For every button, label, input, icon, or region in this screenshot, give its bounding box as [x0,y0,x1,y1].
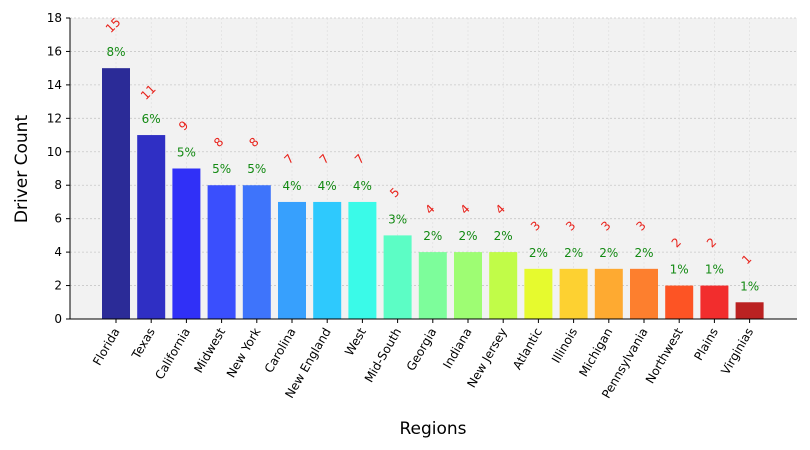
y-tick-label: 6 [54,212,62,226]
percent-label: 2% [529,246,548,260]
percent-label: 1% [705,263,724,277]
bar [489,252,518,319]
y-tick-label: 14 [47,78,62,92]
bar [454,252,482,319]
bar [348,201,377,319]
x-tick-label: Michigan [576,326,615,380]
percent-label: 1% [740,279,759,293]
bar [207,185,236,319]
x-tick-label: California [152,326,193,382]
percent-label: 2% [599,246,618,260]
y-tick-label: 12 [47,111,62,125]
y-tick-label: 0 [54,312,62,326]
percent-label: 8% [106,45,125,59]
bar [559,268,588,319]
percent-label: 2% [494,229,513,243]
bar [665,285,694,319]
bar [700,285,729,319]
bar [102,68,130,320]
percent-label: 4% [282,179,301,193]
y-tick-label: 10 [47,145,62,159]
percent-label: 4% [318,179,337,193]
percent-label: 2% [423,229,442,243]
x-tick-label: Plains [691,326,721,363]
y-tick-label: 4 [54,245,62,259]
bar [630,268,658,319]
bar [313,201,342,319]
percent-label: 2% [458,229,477,243]
percent-label: 2% [564,246,583,260]
bar [383,235,412,319]
x-axis-label: Regions [399,419,466,439]
bar [242,185,271,319]
x-tick-label: Carolina [262,326,299,376]
percent-label: 1% [670,263,689,277]
x-tick-label: Mid-South [362,326,404,385]
x-tick-label: New York [224,325,264,380]
y-axis-label: Driver Count [12,115,32,224]
percent-label: 2% [634,246,653,260]
x-tick-label: Texas [129,326,158,363]
percent-label: 5% [177,146,196,160]
x-tick-label: Florida [90,326,123,368]
bar [137,135,166,319]
x-tick-label: Illinois [549,326,580,366]
percent-label: 5% [247,162,266,176]
y-tick-label: 2 [54,279,62,293]
bar [524,268,553,319]
x-tick-label: Georgia [404,326,440,374]
bars [102,68,764,320]
axes [69,18,797,320]
y-tick-label: 18 [47,11,62,25]
bar [418,252,447,319]
x-tick-label: West [342,325,369,358]
y-tick-label: 8 [54,178,62,192]
x-tick-label: Atlantic [510,326,545,373]
percent-label: 4% [353,179,372,193]
percent-label: 3% [388,212,407,226]
bar [172,168,201,319]
bar [278,201,306,319]
x-tick-label: Midwest [191,325,228,375]
x-tick-label: Indiana [440,326,474,371]
y-axis-ticks: 0 2 4 6 8 10 12 14 16 18 [47,11,70,326]
percent-label: 5% [212,162,231,176]
percent-label: 6% [142,112,161,126]
bar [735,302,764,319]
bar [594,268,623,319]
x-tick-label: Virginias [718,326,756,378]
y-tick-label: 16 [47,44,62,58]
